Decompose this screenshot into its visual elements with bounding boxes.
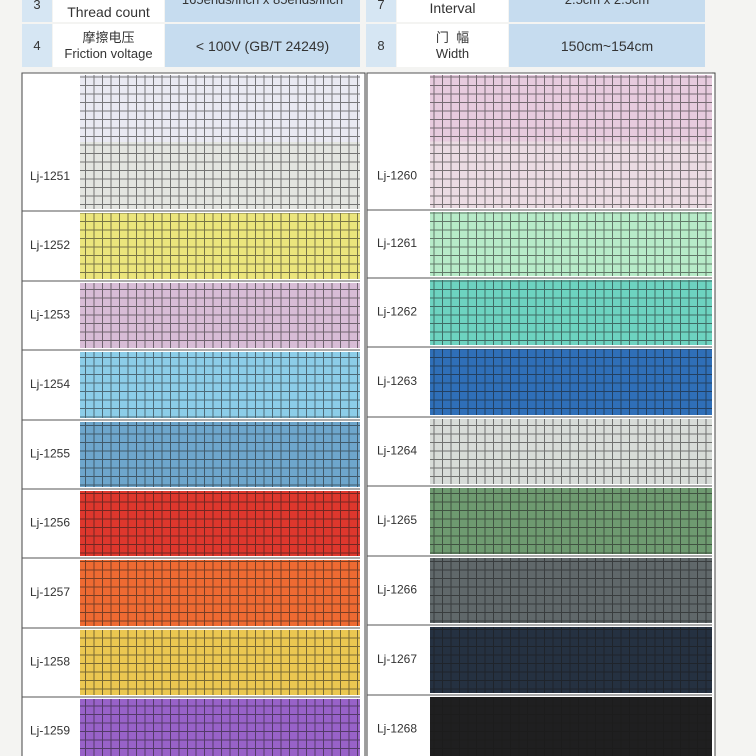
grid-weave — [430, 627, 712, 693]
grid-weave — [80, 422, 360, 487]
grid-weave — [430, 697, 712, 756]
swatch-label: Lj-1263 — [377, 374, 417, 388]
swatch-label: Lj-1266 — [377, 583, 417, 597]
value: < 100V (GB/T 24249) — [195, 37, 330, 54]
grid-weave — [80, 699, 360, 756]
label-en: Interval — [429, 0, 476, 16]
grid-weave — [430, 212, 712, 276]
cell: 4 — [22, 24, 52, 67]
swatch-label: Lj-1255 — [30, 447, 70, 461]
value: 165ends/inch x 85ends/inch — [182, 0, 343, 8]
cell: 150cm~154cm — [509, 24, 705, 67]
grid-weave — [80, 75, 360, 209]
grid-weave — [430, 349, 712, 415]
label-zh: 摩擦电压 — [82, 29, 135, 45]
cell: 8 — [366, 24, 396, 67]
row-number: 4 — [33, 37, 41, 53]
grid-weave — [430, 488, 712, 554]
swatch-label: Lj-1253 — [30, 308, 70, 322]
row-number: 7 — [377, 0, 385, 12]
grid-weave — [80, 283, 360, 348]
swatch-label: Lj-1252 — [30, 238, 70, 252]
grid-weave — [80, 560, 360, 626]
swatch-label: Lj-1257 — [30, 585, 70, 599]
cell: 2.5cm x 2.5cm — [509, 0, 705, 22]
grid-weave — [80, 213, 360, 279]
label-en: Thread count — [67, 4, 150, 20]
swatch-label: Lj-1258 — [30, 655, 70, 669]
swatch-label: Lj-1260 — [377, 169, 417, 183]
cell: 摩擦电压 Friction voltage — [53, 24, 164, 67]
cell: 165ends/inch x 85ends/inch — [165, 0, 360, 22]
row-number: 8 — [377, 37, 385, 53]
grid-weave — [430, 419, 712, 484]
grid-weave — [80, 630, 360, 695]
swatch-label: Lj-1259 — [30, 724, 70, 738]
grid-weave — [430, 280, 712, 345]
grid-weave — [430, 558, 712, 623]
cell: 3 — [22, 0, 52, 22]
value: 2.5cm x 2.5cm — [565, 0, 650, 8]
row-number: 3 — [33, 0, 41, 12]
swatch-label: Lj-1264 — [377, 444, 417, 458]
swatch-label: Lj-1265 — [377, 513, 417, 527]
cell: 门 幅 Width — [397, 24, 508, 67]
cell: < 100V (GB/T 24249) — [165, 24, 360, 67]
swatch-label: Lj-1262 — [377, 305, 417, 319]
grid-weave — [430, 75, 712, 208]
swatch-label: Lj-1268 — [377, 722, 417, 736]
value: 150cm~154cm — [560, 37, 654, 54]
cell: 7 — [366, 0, 396, 22]
label-en: Friction voltage — [64, 45, 153, 61]
swatch-label: Lj-1267 — [377, 652, 417, 666]
swatch-label: Lj-1256 — [30, 516, 70, 530]
swatch-label: Lj-1261 — [377, 236, 417, 250]
grid-weave — [80, 352, 360, 418]
label-en: Width — [435, 45, 470, 61]
swatch-label: Lj-1251 — [30, 169, 70, 183]
cell: Interval — [397, 0, 508, 22]
swatch-label: Lj-1254 — [30, 377, 70, 391]
grid-weave — [80, 491, 360, 556]
label-zh: 门 幅 — [435, 29, 470, 45]
cell: Thread count — [53, 0, 164, 22]
